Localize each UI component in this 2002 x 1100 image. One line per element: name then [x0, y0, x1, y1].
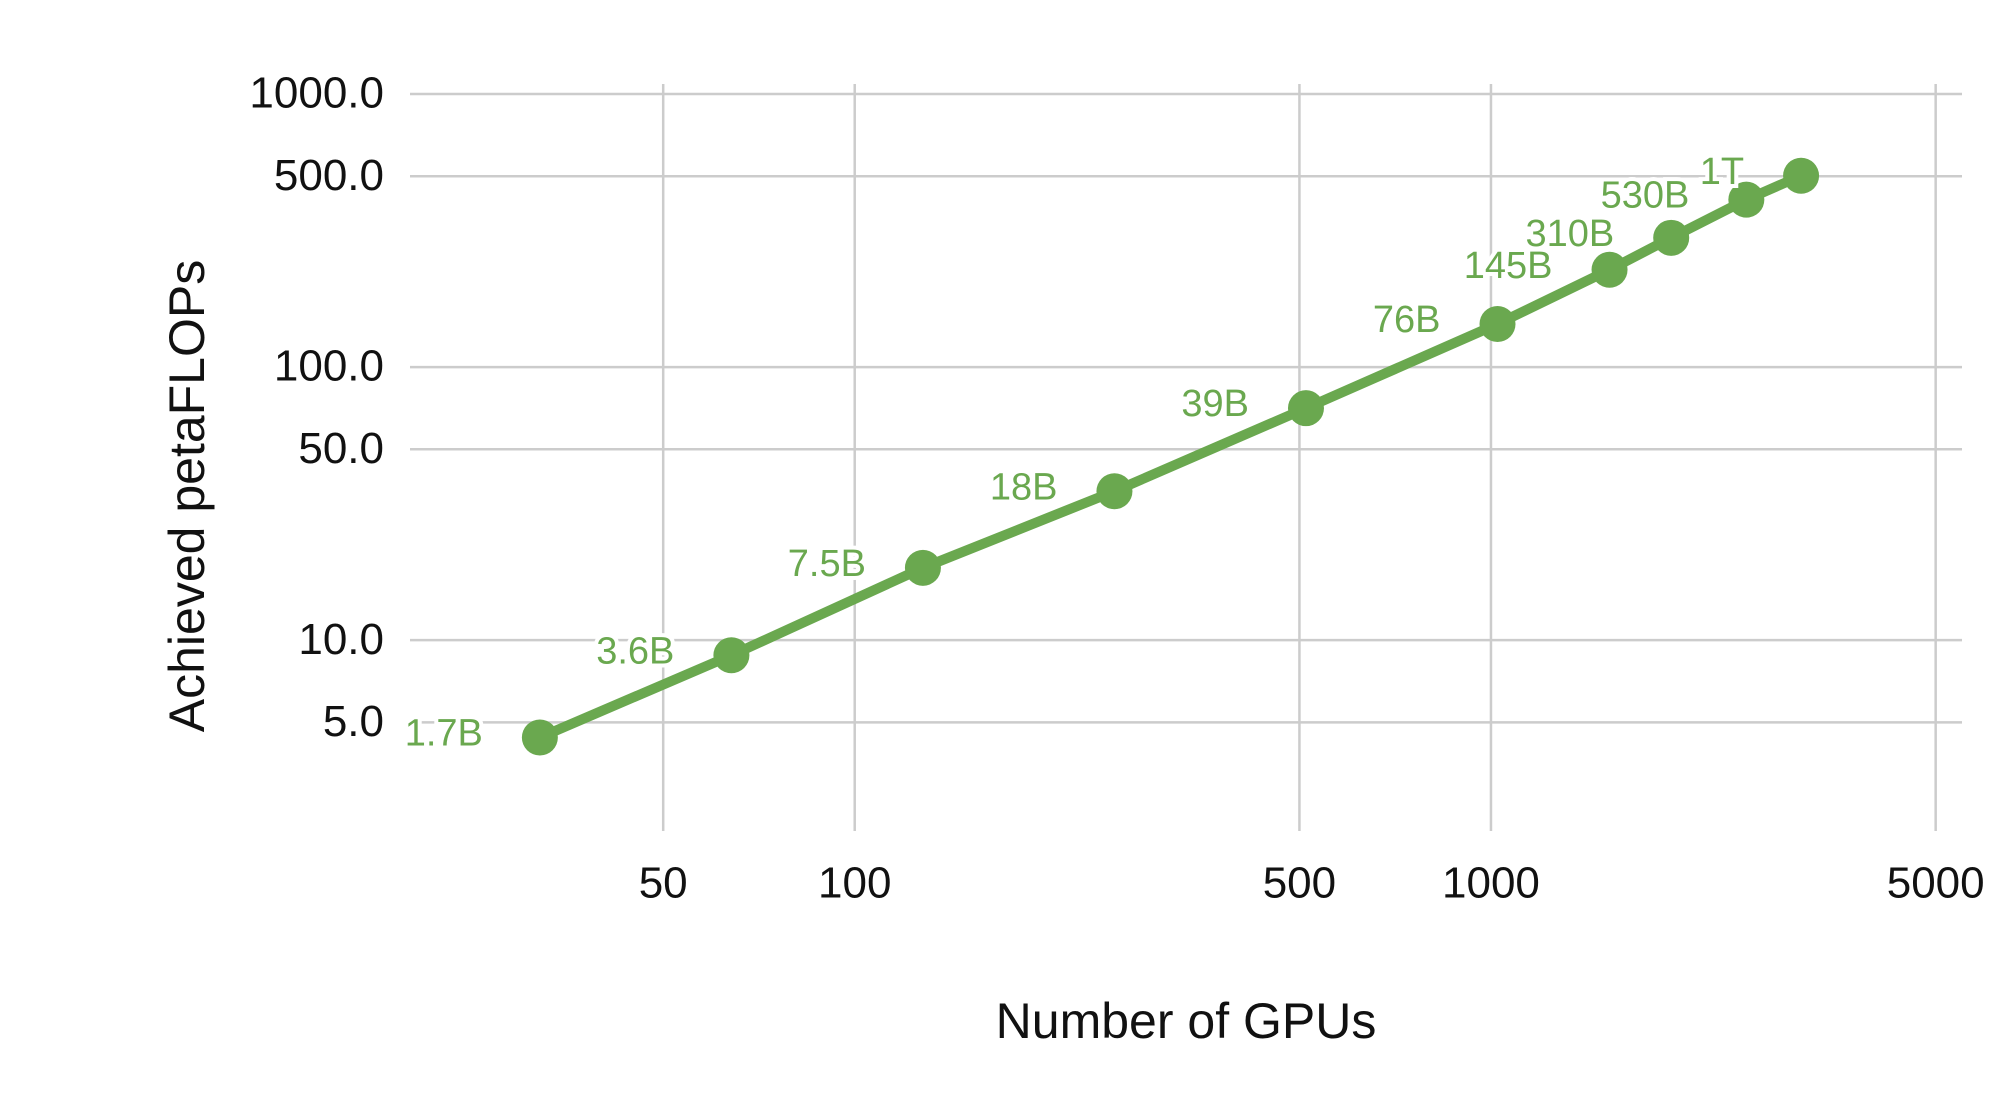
- data-point: [1653, 219, 1690, 256]
- y-tick-label: 10.0: [298, 615, 384, 664]
- data-point: [1591, 251, 1628, 288]
- y-tick-label: 1000.0: [249, 69, 384, 118]
- data-point: [904, 549, 941, 586]
- data-point: [1287, 390, 1324, 427]
- x-tick-label: 100: [818, 859, 891, 908]
- y-tick-label: 50.0: [298, 424, 384, 473]
- y-axis-title: Achieved petaFLOPs: [159, 260, 215, 733]
- x-axis-title: Number of GPUs: [996, 993, 1377, 1049]
- x-tick-label: 1000: [1442, 859, 1540, 908]
- data-point: [1728, 181, 1765, 218]
- point-label: 1.7B: [405, 713, 483, 755]
- x-tick-label: 5000: [1887, 859, 1985, 908]
- point-label: 76B: [1373, 299, 1441, 341]
- point-label: 39B: [1181, 383, 1249, 425]
- point-label: 145B: [1464, 245, 1553, 287]
- data-point: [1479, 305, 1516, 342]
- y-tick-label: 500.0: [274, 151, 384, 200]
- data-point: [1783, 157, 1820, 194]
- point-label: 1T: [1700, 151, 1744, 193]
- data-point: [713, 637, 750, 674]
- y-tick-label: 5.0: [323, 697, 384, 746]
- point-label: 310B: [1525, 213, 1614, 255]
- point-label: 3.6B: [596, 630, 674, 672]
- data-point: [1096, 473, 1133, 510]
- series-line: [537, 171, 1804, 743]
- point-label: 530B: [1601, 175, 1690, 217]
- point-label: 7.5B: [788, 543, 866, 585]
- y-tick-label: 100.0: [274, 342, 384, 391]
- x-tick-label: 50: [639, 859, 688, 908]
- x-tick-label: 500: [1263, 859, 1336, 908]
- point-label: 18B: [990, 466, 1058, 508]
- data-point: [521, 719, 558, 756]
